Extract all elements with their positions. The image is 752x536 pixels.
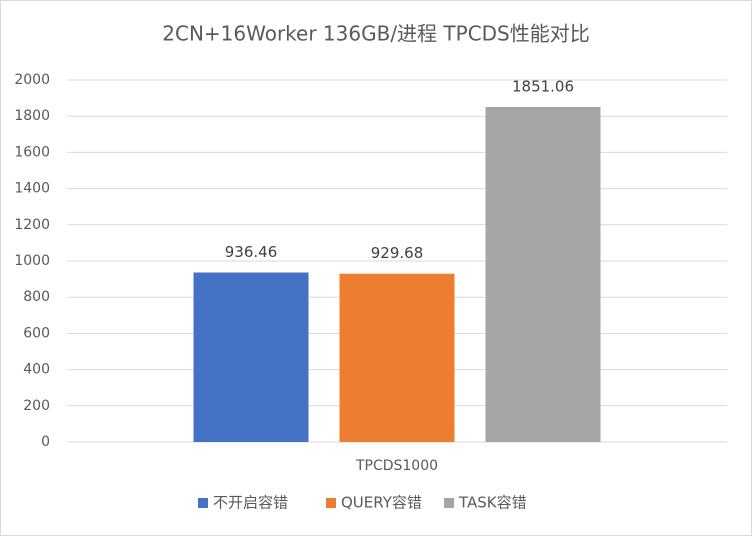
legend-swatch [198,498,208,508]
y-tick-label: 800 [23,289,50,305]
bar [193,272,309,442]
legend-label: 不开启容错 [213,494,288,512]
y-tick-label: 200 [23,398,50,414]
y-tick-label: 2000 [14,72,50,88]
x-tick-label: TPCDS1000 [355,458,438,474]
y-tick-label: 1000 [14,253,50,269]
legend-swatch [326,498,336,508]
legend-label: QUERY容错 [341,494,422,512]
chart-title: 2CN+16Worker 136GB/进程 TPCDS性能对比 [162,22,590,46]
legend-swatch [444,498,454,508]
y-tick-label: 0 [41,434,50,450]
data-label: 1851.06 [512,77,574,95]
y-tick-label: 1400 [14,181,50,197]
y-tick-label: 1600 [14,144,50,160]
bar [339,273,455,442]
y-tick-label: 1800 [14,108,50,124]
bar [485,106,601,443]
y-tick-label: 400 [23,362,50,378]
data-label: 929.68 [371,244,424,262]
y-tick-label: 1200 [14,217,50,233]
data-label: 936.46 [225,243,278,261]
y-tick-label: 600 [23,325,50,341]
legend-label: TASK容错 [458,494,527,512]
